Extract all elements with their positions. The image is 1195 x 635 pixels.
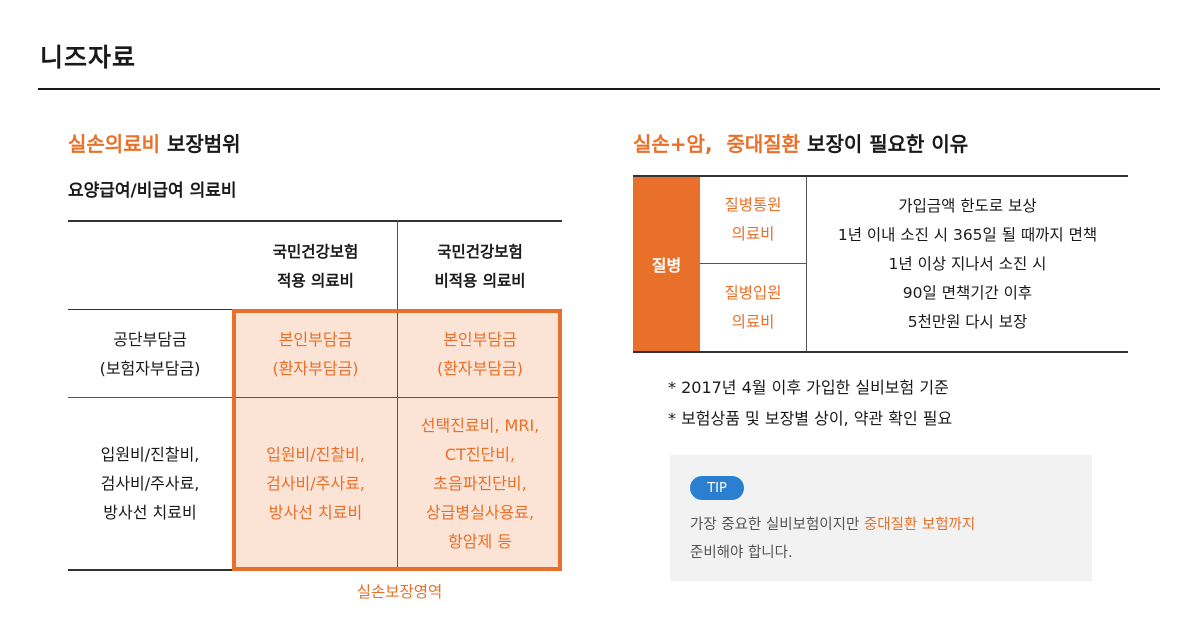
- row2-covered-line3: 방사선 치료비: [268, 502, 363, 522]
- desc-line2: 1년 이내 소진 시 365일 될 때까지 면책: [837, 225, 1098, 244]
- item-inpatient: 질병입원 의료비: [700, 264, 806, 351]
- row2-label-line2: 검사비/주사료,: [100, 473, 200, 493]
- row2-uncovered-line3: 초음파진단비,: [433, 473, 527, 493]
- left-section-title: 실손의료비 보장범위: [68, 128, 241, 157]
- reason-table-bottom-rule: [633, 351, 1128, 353]
- tip-line1-pre: 가장 중요한 실비보험이지만: [690, 517, 864, 533]
- reason-table: 질병 질병통원 의료비 질병입원 의료비 가입금액 한도로 보상 1년 이내 소…: [633, 175, 1128, 353]
- table-col-rule: [397, 220, 398, 571]
- header-uncovered-line1: 국민건강보험: [437, 243, 523, 261]
- left-title-rest: 보장범위: [160, 132, 241, 156]
- coverage-caption: 실손보장영역: [356, 583, 443, 601]
- title-divider: [38, 88, 1160, 90]
- item-inpatient-line2: 의료비: [731, 312, 775, 331]
- header-covered-line1: 국민건강보험: [272, 243, 359, 261]
- row2-uncovered-line2: CT진단비,: [444, 444, 516, 464]
- row2-covered-line1: 입원비/진찰비,: [266, 444, 365, 464]
- reason-table-top-rule: [633, 175, 1128, 177]
- tip-box: TIP 가장 중요한 실비보험이지만 중대질환 보험까지 준비해야 합니다.: [670, 455, 1092, 581]
- coverage-description: 가입금액 한도로 보상 1년 이내 소진 시 365일 될 때까지 면책 1년 …: [807, 177, 1128, 351]
- right-title-highlight: 실손+암, 중대질환: [633, 132, 801, 156]
- desc-line1: 가입금액 한도로 보상: [898, 196, 1037, 215]
- header-uncovered: 국민건강보험 비적용 의료비: [398, 232, 562, 302]
- row1-uncovered-line2: (환자부담금): [436, 359, 524, 378]
- page-title: 니즈자료: [40, 43, 137, 72]
- table-top-rule: [68, 220, 562, 222]
- row2-uncovered-line4: 상급병실사용료,: [425, 502, 535, 522]
- row1-label-line2: (보험자부담금): [99, 359, 201, 378]
- row1-label-line1: 공단부담금: [113, 330, 187, 349]
- row2-uncovered-cell: 선택진료비, MRI, CT진단비, 초음파진단비, 상급병실사용료, 항암제 …: [398, 400, 562, 566]
- item-outpatient-line2: 의료비: [731, 225, 775, 243]
- row2-label: 입원비/진찰비, 검사비/주사료, 방사선 치료비: [68, 400, 232, 566]
- header-uncovered-line2: 비적용 의료비: [434, 272, 526, 290]
- left-subtitle: 요양급여/비급여 의료비: [68, 181, 237, 201]
- table-row-rule: [68, 397, 562, 398]
- item-outpatient-line1: 질병통원: [724, 196, 782, 214]
- row1-uncovered-cell: 본인부담금 (환자부담금): [398, 312, 562, 396]
- right-section-title: 실손+암, 중대질환 보장이 필요한 이유: [633, 128, 968, 157]
- row2-covered-line2: 검사비/주사료,: [266, 473, 365, 493]
- right-title-rest: 보장이 필요한 이유: [800, 132, 969, 156]
- row1-uncovered-line1: 본인부담금: [443, 330, 517, 349]
- coverage-table: 국민건강보험 적용 의료비 국민건강보험 비적용 의료비 공단부담금 (보험자부…: [68, 220, 562, 571]
- tip-text: 가장 중요한 실비보험이지만 중대질환 보험까지 준비해야 합니다.: [690, 511, 975, 567]
- row2-covered-cell: 입원비/진찰비, 검사비/주사료, 방사선 치료비: [234, 400, 397, 566]
- tip-line1-highlight: 중대질환 보험까지: [863, 517, 976, 533]
- header-covered-line2: 적용 의료비: [277, 272, 354, 290]
- row1-covered-cell: 본인부담금 (환자부담금): [234, 312, 397, 396]
- row2-label-line3: 방사선 치료비: [103, 502, 197, 522]
- row1-label: 공단부담금 (보험자부담금): [68, 312, 232, 396]
- notes: * 2017년 4월 이후 가입한 실비보험 기준 * 보험상품 및 보장별 상…: [668, 372, 952, 434]
- coverage-highlight-box: [232, 309, 562, 571]
- item-outpatient: 질병통원 의료비: [700, 177, 806, 263]
- header-covered: 국민건강보험 적용 의료비: [234, 232, 397, 302]
- row2-uncovered-line5: 항암제 등: [448, 531, 512, 551]
- tip-line1: 가장 중요한 실비보험이지만 중대질환 보험까지: [690, 511, 975, 539]
- row1-covered-line2: (환자부담금): [272, 359, 359, 378]
- note-1: * 2017년 4월 이후 가입한 실비보험 기준: [668, 378, 949, 397]
- desc-line3: 1년 이상 지나서 소진 시: [888, 254, 1047, 273]
- note-2: * 보험상품 및 보장별 상이, 약관 확인 필요: [668, 409, 953, 428]
- reason-table-row-rule: [700, 263, 806, 264]
- left-title-highlight: 실손의료비: [68, 132, 160, 156]
- tip-badge: TIP: [690, 476, 744, 500]
- desc-line5: 5천만원 다시 보장: [907, 312, 1028, 331]
- item-inpatient-line1: 질병입원: [724, 283, 782, 302]
- row2-label-line1: 입원비/진찰비,: [100, 444, 200, 464]
- row2-uncovered-line1: 선택진료비, MRI,: [420, 415, 540, 435]
- tip-line2: 준비해야 합니다.: [690, 545, 793, 561]
- desc-line4: 90일 면책기간 이후: [902, 283, 1033, 302]
- reason-table-col-rule: [806, 177, 807, 351]
- row1-covered-line1: 본인부담금: [278, 330, 353, 349]
- coverage-shade: [234, 310, 562, 571]
- category-cell: 질병: [633, 177, 700, 351]
